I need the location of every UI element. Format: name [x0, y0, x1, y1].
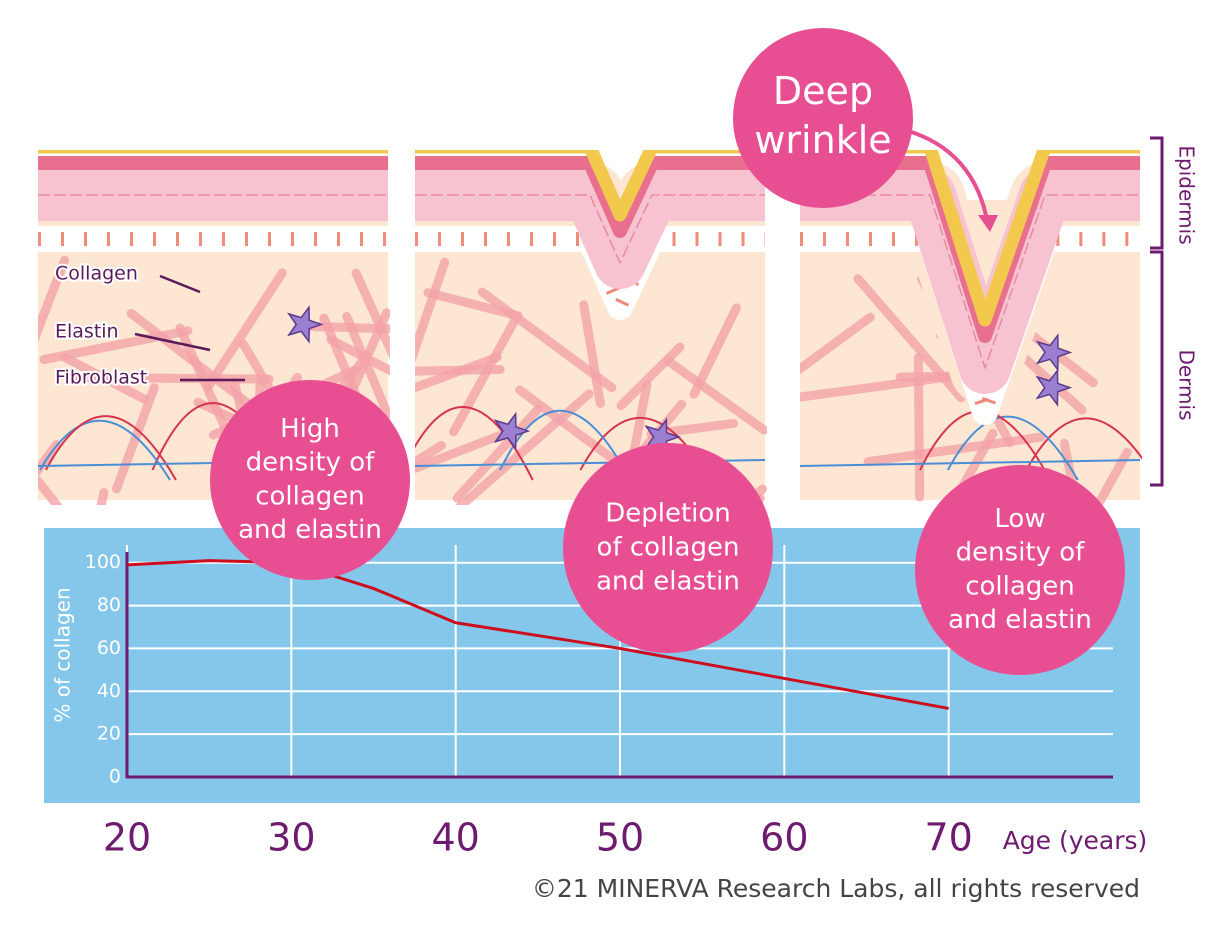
elastin-fiber: [800, 459, 1141, 467]
collagen-fiber: [126, 308, 253, 409]
x-axis-label: Age (years): [1003, 826, 1148, 855]
collagen-fiber: [452, 404, 543, 503]
collagen-fiber: [863, 432, 1046, 467]
collagen-fiber: [38, 255, 70, 343]
y-tick-label: 0: [109, 766, 121, 788]
y-tick-label: 60: [97, 637, 121, 659]
annotation-text: wrinkle: [754, 118, 891, 162]
annotation-text: and elastin: [238, 515, 382, 545]
collagen-fiber: [112, 383, 159, 494]
collagen-fiber: [203, 268, 287, 392]
y-tick-label: 20: [97, 723, 121, 745]
stratum-corneum: [800, 150, 1140, 327]
collagen-fiber: [616, 342, 685, 411]
y-tick-label: 40: [97, 680, 121, 702]
collagen-fiber: [1059, 438, 1082, 505]
layer-label: Dermis: [1175, 349, 1199, 420]
structure-label: Collagen: [55, 263, 138, 285]
collagen-fiber: [38, 440, 61, 478]
chart: 0 20 40 60 80 100 20 30 40 50 60 70 % of collagen Age…: [51, 545, 1148, 860]
collagen-fiber: [38, 476, 63, 505]
annotation-text: Low: [994, 504, 1045, 534]
collagen-fiber: [454, 389, 594, 505]
annotation-text: density of: [956, 538, 1086, 568]
axis: [125, 552, 1113, 779]
fibroblast: [493, 411, 531, 451]
structure-label: Elastin: [55, 321, 119, 343]
fibroblast: [1035, 368, 1073, 407]
stratum-corneum: [415, 150, 765, 222]
collagen-fiber: [477, 287, 617, 393]
pointer: [159, 274, 201, 294]
collagen-fiber: [579, 300, 605, 408]
epidermis-band: [415, 194, 765, 264]
collagen-fiber: [1092, 447, 1132, 505]
epidermis-band: [415, 156, 765, 238]
wrinkle-arrow: [904, 128, 990, 226]
annotation-bubble: [563, 443, 773, 653]
elastin-fiber: [45, 415, 177, 481]
x-tick-label: 50: [596, 816, 644, 860]
y-tick-label: 100: [85, 551, 121, 573]
annotation-text: collagen: [965, 571, 1075, 601]
y-tick-label: 80: [97, 594, 121, 616]
overlay: Collagen Elastin Fibroblast Epidermis Dermis…: [53, 28, 1199, 675]
layer-label: Epidermis: [1175, 145, 1199, 244]
x-tick-label: 60: [760, 816, 808, 860]
skin-illustration: [38, 150, 1142, 505]
footer: ©21 MINERVA Research Labs, all rights re…: [532, 874, 1140, 903]
collagen-fiber: [326, 335, 390, 376]
collagen-fiber: [415, 365, 505, 376]
structure-label: Fibroblast: [55, 367, 147, 389]
skin-panel: [415, 150, 767, 505]
annotation-text: density of: [246, 448, 376, 478]
fibroblast: [1035, 333, 1073, 372]
collagen-fiber: [415, 430, 507, 474]
epidermis-band: [800, 194, 1140, 369]
annotation-text: collagen: [255, 481, 365, 511]
wrinkle-arrowhead: [978, 215, 998, 232]
collagen-fiber: [664, 356, 767, 435]
collagen-fiber: [800, 372, 954, 402]
x-tick-label: 40: [431, 816, 479, 860]
annotation-text: Deep: [773, 69, 873, 113]
annotation-text: and elastin: [596, 566, 740, 596]
annotation-bubble: [210, 380, 410, 580]
elastin-fiber: [946, 415, 1079, 481]
skin-panel: [800, 150, 1142, 505]
annotation-text: Depletion: [605, 499, 731, 529]
cell-row: [800, 226, 1140, 425]
annotation-bubble: [915, 465, 1125, 675]
fibroblast: [286, 305, 324, 344]
cell-row: [415, 232, 765, 314]
x-tick-label: 20: [103, 816, 151, 860]
bracket: [1150, 136, 1164, 487]
collagen-fiber: [342, 311, 390, 432]
elastin-fiber: [1025, 417, 1142, 471]
pointer: [134, 332, 211, 352]
collagen-fiber: [415, 257, 450, 363]
annotation-text: High: [280, 414, 340, 444]
y-axis-label: % of collagen: [51, 587, 75, 722]
collagen-fiber: [299, 321, 390, 334]
x-tick-label: 30: [267, 816, 315, 860]
annotation-text: and elastin: [948, 605, 1092, 635]
collagen-fiber: [689, 303, 741, 399]
annotation-bubble: [733, 28, 913, 208]
annotation-text: of collagen: [597, 533, 740, 563]
elastin-fiber: [39, 419, 171, 481]
x-tick-label: 70: [924, 816, 972, 860]
collagen-fiber: [800, 312, 875, 375]
